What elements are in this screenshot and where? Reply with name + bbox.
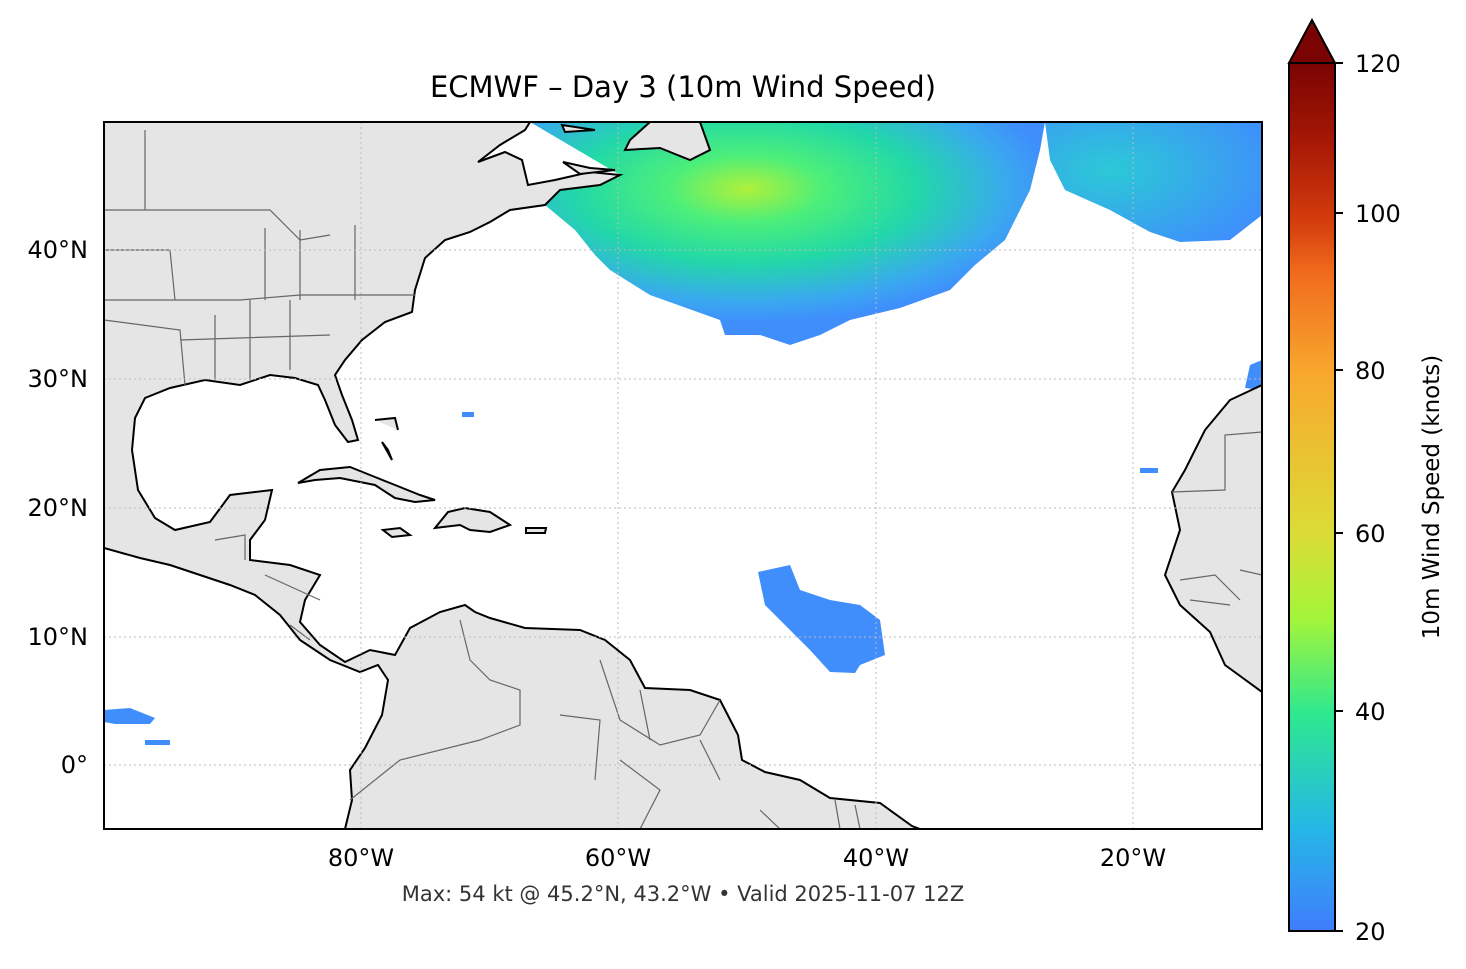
land-nova-scotia — [560, 122, 712, 176]
lon-tick-label: 80°W — [328, 844, 394, 872]
lat-tick-label: 10°N — [28, 623, 89, 651]
lon-tick-label: 60°W — [585, 844, 651, 872]
colorbar-tick-label: 80 — [1355, 357, 1386, 385]
chart-title: ECMWF – Day 3 (10m Wind Speed) — [429, 70, 937, 104]
colorbar-tick-label: 40 — [1355, 698, 1386, 726]
wind-patch-east-pacific — [104, 708, 155, 724]
lat-tick-label: 20°N — [28, 494, 89, 522]
wind-patch-small — [462, 412, 474, 417]
lon-tick-label: 40°W — [843, 844, 909, 872]
land-americas — [104, 122, 921, 829]
wind-field-northeast — [1045, 122, 1262, 242]
lat-tick-label: 30°N — [28, 365, 89, 393]
land-africa — [1163, 383, 1262, 694]
land-cuba — [297, 465, 436, 504]
colorbar-extend-arrow — [1287, 17, 1337, 64]
gridlines — [104, 122, 1262, 829]
wind-field-north-atlantic — [530, 122, 1045, 345]
map-frame — [103, 121, 1263, 830]
land-puerto-rico — [525, 527, 548, 534]
political-borders — [104, 130, 1262, 829]
colorbar-tick-label: 20 — [1355, 918, 1386, 946]
colorbar-tick-label: 100 — [1355, 200, 1401, 228]
wind-field-tropical — [758, 565, 885, 673]
land-hispaniola — [432, 506, 513, 534]
wind-patch-small — [1140, 468, 1158, 473]
colorbar-tick-label: 60 — [1355, 520, 1386, 548]
colorbar-tick-label: 120 — [1355, 50, 1401, 78]
land-bahamas — [374, 416, 399, 461]
land-jamaica — [380, 526, 413, 539]
colorbar — [1288, 62, 1336, 932]
wind-patch-africa-coast — [1245, 360, 1262, 390]
lat-tick-label: 0° — [61, 751, 88, 779]
lon-tick-label: 20°W — [1100, 844, 1166, 872]
wind-patch-small — [145, 740, 170, 745]
max-info-footer: Max: 54 kt @ 45.2°N, 43.2°W • Valid 2025… — [401, 882, 965, 906]
lat-tick-label: 40°N — [28, 236, 89, 264]
colorbar-label: 10m Wind Speed (knots) — [1419, 354, 1445, 640]
